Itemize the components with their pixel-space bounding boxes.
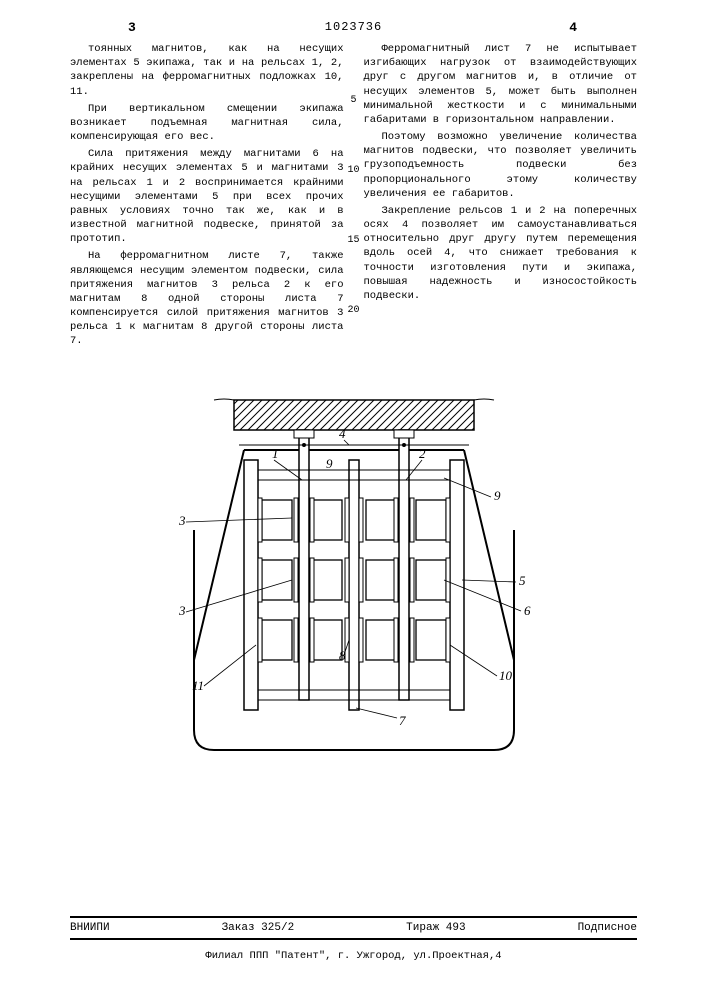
paragraph: Закрепление рельсов 1 и 2 на поперечных …	[364, 204, 638, 303]
line-number-5: 5	[350, 95, 356, 106]
footer-order: Заказ 325/2	[222, 922, 295, 934]
page-col-left-num: 3	[128, 20, 136, 35]
paragraph: На ферромагнитном листе 7, также являюще…	[70, 249, 344, 348]
footer-org: ВНИИПИ	[70, 922, 110, 934]
footer-filial: Филиал ППП "Патент", г. Ужгород, ул.Прое…	[205, 950, 501, 962]
patent-number: 1023736	[325, 20, 382, 34]
svg-text:5: 5	[519, 573, 526, 588]
line-number-10: 10	[347, 165, 359, 176]
svg-text:11: 11	[192, 678, 204, 693]
technical-figure: 1 2 3 4 5 6 7 8 9 9 10	[144, 390, 564, 770]
paragraph: тоянных магнитов, как на несущих элемент…	[70, 42, 344, 99]
paragraph: Сила притяжения между магнитами 6 на кра…	[70, 147, 344, 246]
svg-text:3: 3	[178, 513, 186, 528]
svg-text:9: 9	[494, 488, 501, 503]
footer-block: ВНИИПИ Заказ 325/2 Тираж 493 Подписное	[70, 916, 637, 940]
footer-tirage: Тираж 493	[406, 922, 465, 934]
svg-text:10: 10	[499, 668, 513, 683]
paragraph: Ферромагнитный лист 7 не испытывает изги…	[364, 42, 638, 127]
paragraph: При вертикальном смещении экипажа возник…	[70, 102, 344, 145]
line-number-20: 20	[347, 305, 359, 316]
paragraph: Поэтому возможно увеличение количества м…	[364, 130, 638, 201]
svg-text:4: 4	[339, 426, 346, 441]
svg-text:3: 3	[178, 603, 186, 618]
svg-text:9: 9	[326, 456, 333, 471]
line-number-15: 15	[347, 235, 359, 246]
right-column: Ферромагнитный лист 7 не испытывает изги…	[364, 42, 638, 352]
svg-text:6: 6	[524, 603, 531, 618]
left-column: тоянных магнитов, как на несущих элемент…	[70, 42, 344, 352]
svg-text:2: 2	[419, 446, 426, 461]
page-col-right-num: 4	[569, 20, 577, 35]
svg-text:1: 1	[272, 446, 279, 461]
svg-text:8: 8	[339, 648, 346, 663]
footer-sign: Подписное	[578, 922, 637, 934]
svg-text:7: 7	[399, 713, 406, 728]
